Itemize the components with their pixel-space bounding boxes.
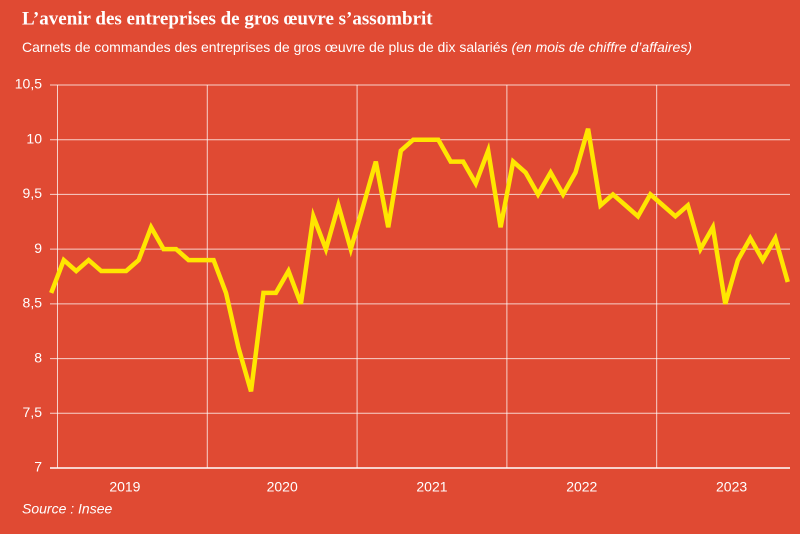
y-tick-label: 8,5 (23, 295, 43, 311)
x-tick-label: 2019 (109, 479, 140, 495)
x-tick-label: 2023 (716, 479, 747, 495)
y-tick-label: 10,5 (15, 76, 42, 92)
x-tick-label: 2020 (267, 479, 298, 495)
y-tick-label: 9 (34, 240, 42, 256)
y-tick-label: 8 (34, 349, 42, 365)
y-tick-label: 9,5 (23, 185, 43, 201)
subtitle-note: (en mois de chiffre d’affaires) (511, 39, 692, 55)
chart-title: L’avenir des entreprises de gros œuvre s… (22, 8, 433, 29)
subtitle-text: Carnets de commandes des entreprises de … (22, 39, 508, 55)
subtitle: Carnets de commandes des entreprises de … (22, 39, 692, 55)
x-tick-label: 2021 (416, 479, 447, 495)
source: Source : Insee (22, 501, 112, 517)
y-tick-label: 7 (34, 459, 42, 475)
y-tick-label: 10 (26, 130, 42, 146)
data-line (49, 128, 790, 393)
x-tick-label: 2022 (566, 479, 597, 495)
y-tick-label: 7,5 (23, 404, 43, 420)
